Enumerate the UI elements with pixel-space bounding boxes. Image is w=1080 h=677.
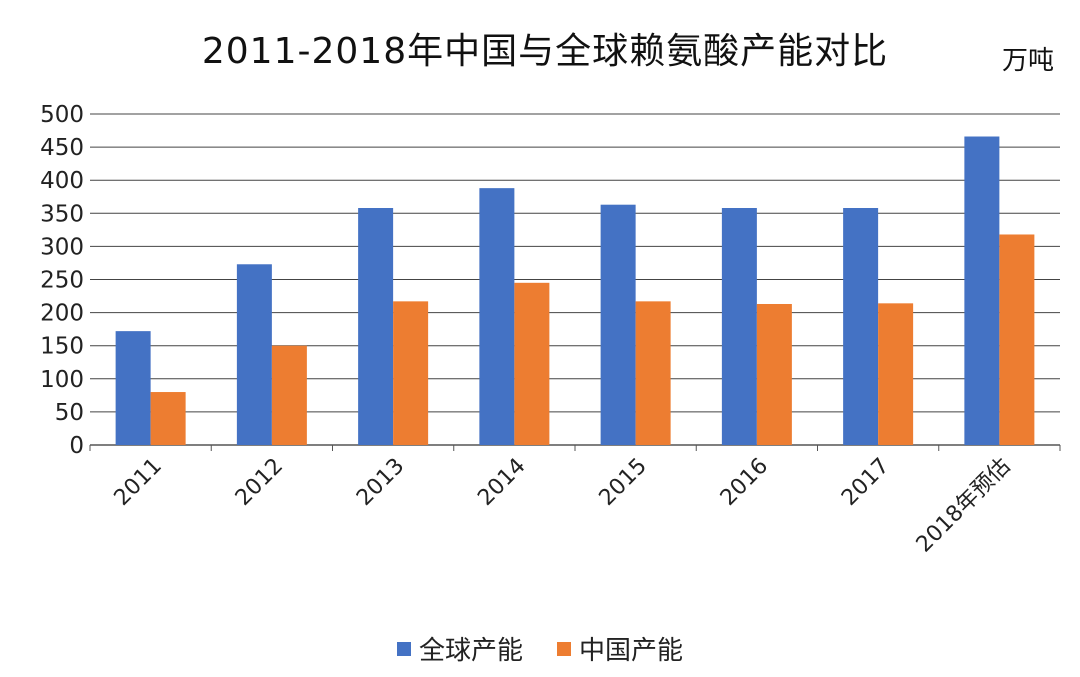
y-tick-label: 100 [40,367,84,393]
y-tick-label: 250 [40,268,84,294]
bar-global [721,208,757,445]
bar-china [393,301,429,445]
x-tick-label: 2016 [716,454,773,511]
x-tick-label: 2013 [352,454,409,511]
y-tick-label: 400 [40,168,84,194]
y-tick-label: 450 [40,135,84,161]
legend-label-china: 中国产能 [579,636,684,666]
x-tick-label: 2018年预估 [912,454,1016,558]
bar-china [999,234,1035,445]
bar-china [878,303,914,445]
bar-china [514,282,550,445]
x-tick-label: 2012 [231,454,288,511]
legend-swatch-global [396,641,411,656]
x-tick-label: 2011 [110,454,167,511]
bar-china [756,303,792,445]
legend: 全球产能 中国产能 [0,630,1080,667]
legend-item-global: 全球产能 [396,630,523,667]
legend-label-global: 全球产能 [418,636,523,666]
bar-china [635,301,671,445]
y-tick-label: 150 [40,334,84,360]
bar-global [843,208,879,445]
bar-global [964,136,1000,445]
x-tick-label: 2015 [595,454,652,511]
x-tick-label: 2014 [473,454,530,511]
bar-global [600,204,636,445]
y-tick-label: 300 [40,234,84,260]
bar-global [115,331,151,445]
y-tick-label: 200 [40,301,84,327]
x-tick-label: 2017 [837,454,894,511]
bar-global [479,188,515,446]
bar-china [150,392,186,445]
bar-global [236,264,272,445]
unit-label: 万吨 [1001,46,1054,76]
legend-swatch-china [557,641,571,656]
y-tick-label: 350 [40,201,84,227]
bar-global [358,208,394,445]
legend-item-china: 中国产能 [557,630,683,667]
bar-china [271,345,307,445]
y-tick-label: 50 [55,400,84,426]
y-tick-label: 0 [69,433,84,459]
chart-title: 2011-2018年中国与全球赖氨酸产能对比 [201,31,889,72]
y-tick-label: 500 [40,102,84,128]
